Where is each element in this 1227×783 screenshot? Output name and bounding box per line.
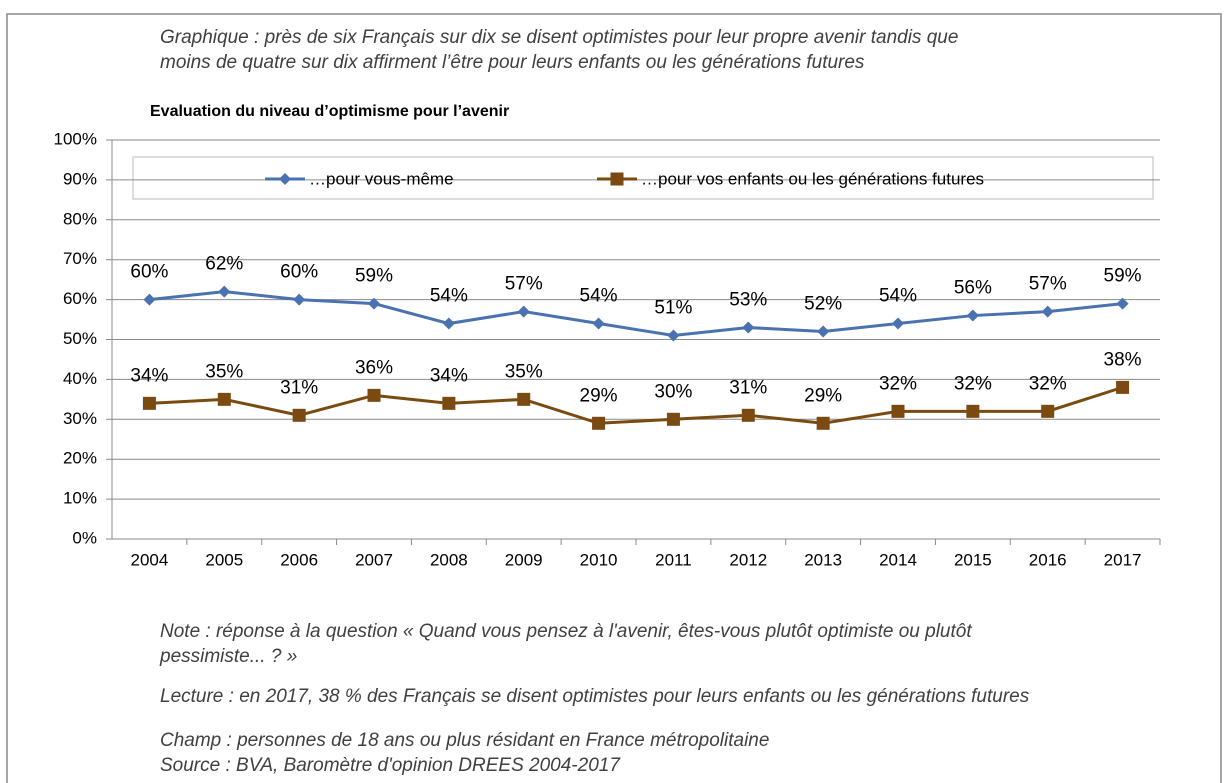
- data-label: 38%: [1104, 349, 1142, 370]
- data-label: 32%: [954, 373, 992, 394]
- x-tick-label: 2012: [729, 550, 767, 569]
- data-label: 34%: [430, 365, 468, 386]
- x-tick-label: 2008: [430, 550, 468, 569]
- x-tick-label: 2009: [505, 550, 543, 569]
- x-tick-label: 2005: [205, 550, 243, 569]
- data-label: 35%: [205, 361, 243, 382]
- y-tick-label: 50%: [63, 329, 97, 348]
- x-tick-label: 2014: [879, 550, 917, 569]
- data-point: [892, 317, 904, 330]
- champ: Champ : personnes de 18 ans ou plus rési…: [160, 730, 769, 751]
- data-label: 54%: [580, 286, 618, 307]
- y-tick-label: 30%: [63, 409, 97, 428]
- data-label: 30%: [654, 381, 692, 402]
- data-point: [742, 321, 755, 334]
- legend-marker: [279, 173, 291, 185]
- note-line: Note : réponse à la question « Quand vou…: [160, 621, 972, 642]
- data-point: [442, 396, 456, 410]
- data-label: 35%: [505, 361, 543, 382]
- caption-line: Graphique : près de six Français sur dix…: [160, 27, 958, 48]
- data-label: 59%: [355, 266, 393, 287]
- data-point: [217, 392, 231, 406]
- data-point: [517, 305, 530, 318]
- note-line: pessimiste... ? »: [159, 646, 297, 667]
- data-point: [817, 325, 830, 338]
- data-label: 57%: [505, 274, 543, 295]
- data-label: 60%: [280, 262, 318, 283]
- y-tick-label: 80%: [63, 209, 97, 228]
- series-line: [149, 385, 1124, 425]
- y-tick-label: 90%: [63, 169, 97, 188]
- data-point: [592, 416, 606, 430]
- data-point: [666, 412, 680, 426]
- data-label: 31%: [280, 377, 318, 398]
- y-tick-label: 100%: [54, 129, 97, 148]
- data-point: [293, 293, 306, 306]
- data-point: [1116, 380, 1130, 394]
- data-label: 52%: [804, 294, 842, 315]
- series-line: [149, 290, 1123, 338]
- data-point: [142, 396, 156, 410]
- data-label: 60%: [130, 262, 168, 283]
- x-tick-label: 2010: [580, 550, 618, 569]
- legend-marker: [610, 172, 624, 186]
- y-tick-label: 20%: [63, 449, 97, 468]
- data-label: 31%: [729, 377, 767, 398]
- data-label: 34%: [130, 365, 168, 386]
- y-tick-label: 0%: [72, 528, 97, 547]
- legend-label: …pour vous-même: [309, 169, 454, 188]
- y-tick-label: 60%: [63, 289, 97, 308]
- x-tick-label: 2016: [1029, 550, 1067, 569]
- x-tick-label: 2006: [280, 550, 318, 569]
- data-point: [816, 416, 830, 430]
- data-label: 56%: [954, 278, 992, 299]
- data-point: [966, 404, 980, 418]
- data-point: [143, 293, 156, 306]
- data-label: 53%: [729, 290, 767, 311]
- data-point: [1116, 297, 1129, 310]
- data-label: 57%: [1029, 274, 1067, 295]
- data-point: [592, 317, 605, 330]
- data-point: [517, 392, 531, 406]
- x-tick-label: 2015: [954, 550, 992, 569]
- data-label: 29%: [580, 385, 618, 406]
- data-point: [292, 408, 306, 422]
- data-label: 54%: [430, 286, 468, 307]
- lecture: Lecture : en 2017, 38 % des Français se …: [160, 686, 1030, 707]
- x-tick-label: 2007: [355, 550, 393, 569]
- data-point: [442, 317, 455, 330]
- data-point: [367, 388, 381, 402]
- data-label: 29%: [804, 385, 842, 406]
- x-tick-label: 2017: [1104, 550, 1142, 569]
- y-tick-label: 40%: [63, 369, 97, 388]
- caption-line: moins de quatre sur dix affirment l’être…: [160, 52, 865, 73]
- data-point: [741, 408, 755, 422]
- y-tick-label: 10%: [63, 489, 97, 508]
- data-point: [1041, 404, 1055, 418]
- data-label: 36%: [355, 357, 393, 378]
- x-tick-label: 2004: [131, 550, 169, 569]
- data-point: [667, 329, 680, 342]
- data-point: [368, 297, 380, 310]
- data-label: 51%: [654, 298, 692, 319]
- data-label: 59%: [1104, 266, 1142, 287]
- x-tick-label: 2011: [655, 550, 692, 569]
- legend-label: …pour vos enfants ou les générations fut…: [641, 169, 984, 188]
- data-point: [1041, 305, 1054, 318]
- data-label: 54%: [879, 286, 917, 307]
- x-tick-label: 2013: [804, 550, 842, 569]
- source: Source : BVA, Baromètre d'opinion DREES …: [160, 755, 621, 776]
- data-point: [218, 285, 231, 298]
- y-tick-label: 70%: [63, 249, 97, 268]
- data-label: 62%: [205, 254, 243, 275]
- chart-title: Evaluation du niveau d’optimisme pour l’…: [150, 103, 509, 120]
- data-label: 32%: [879, 373, 917, 394]
- frame: [6, 13, 1222, 783]
- data-label: 32%: [1029, 373, 1067, 394]
- data-point: [966, 309, 979, 322]
- data-point: [891, 404, 905, 418]
